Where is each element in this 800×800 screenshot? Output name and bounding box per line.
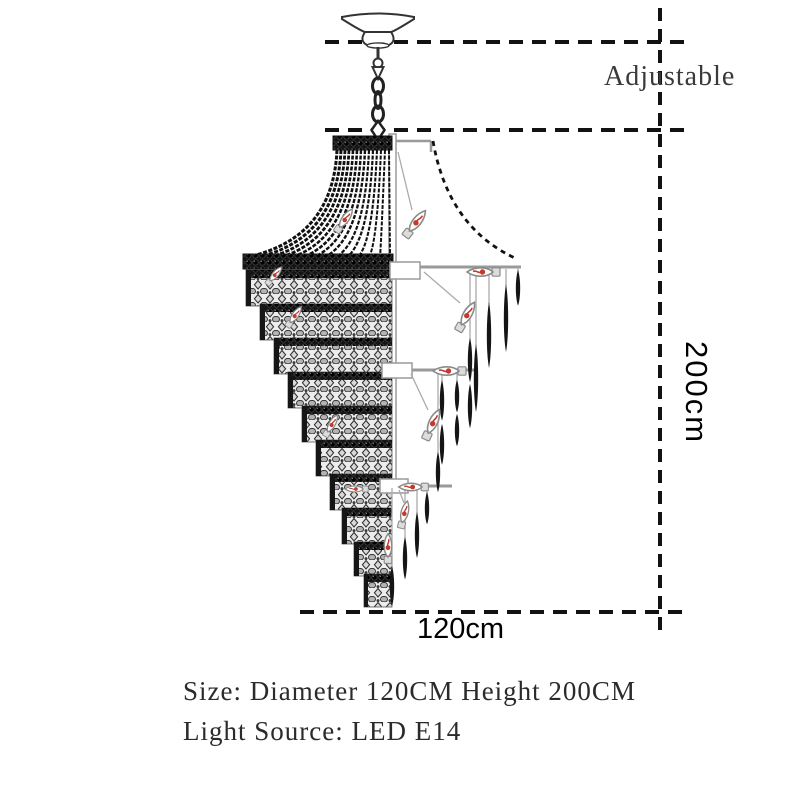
crystal-tiers (245, 269, 393, 608)
crown-top-bead-band (332, 135, 393, 151)
crown-flare-bead-band (242, 253, 394, 270)
height-dimension-label: 200cm (679, 341, 714, 445)
light-source-spec-text: Light Source: LED E14 (183, 716, 462, 746)
adjustable-range-label: Adjustable (604, 61, 736, 92)
hanger-wires (391, 151, 519, 568)
dimension-lines (300, 8, 686, 633)
ceiling-canopy (341, 12, 415, 49)
hanging-chain (369, 47, 387, 143)
crystal-drops (389, 270, 521, 607)
section-outline-curve (431, 140, 518, 261)
size-spec-text: Size: Diameter 120CM Height 200CM (183, 676, 636, 706)
crystal-crown (247, 149, 391, 259)
tier-frames (379, 261, 521, 494)
diameter-dimension-label: 120cm (417, 613, 505, 645)
